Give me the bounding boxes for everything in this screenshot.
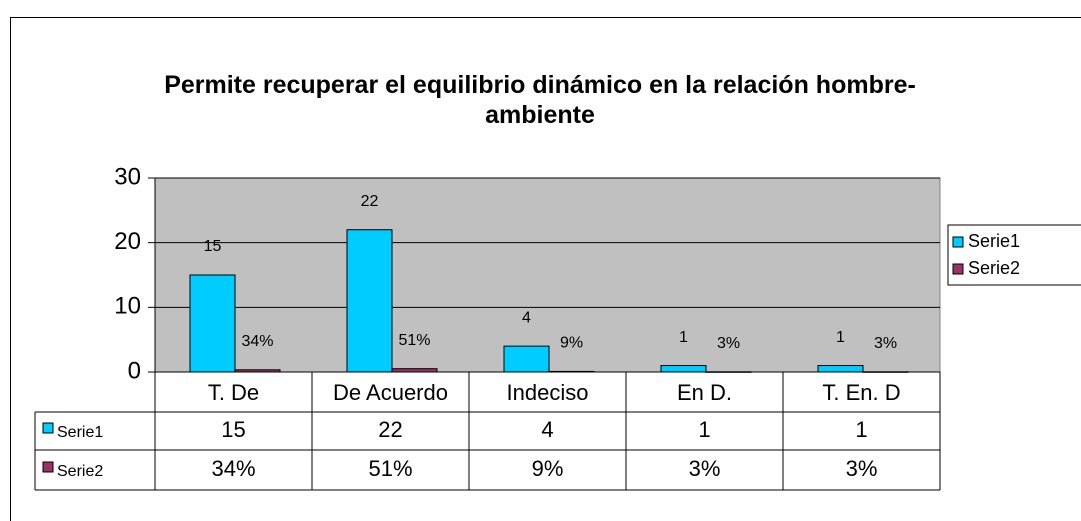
table-legend-key xyxy=(42,461,54,473)
table-series-name: Serie2 xyxy=(57,463,103,480)
table-cell: 1 xyxy=(698,417,710,442)
table-cell: 3% xyxy=(689,456,721,481)
table-cell: 9% xyxy=(532,456,564,481)
data-label: 4 xyxy=(522,309,531,326)
legend-label: Serie2 xyxy=(968,258,1020,278)
legend-label: Serie1 xyxy=(968,231,1020,251)
data-label: 3% xyxy=(717,335,740,352)
y-tick-label: 0 xyxy=(128,357,141,384)
x-tick-label: Indeciso xyxy=(507,380,589,405)
data-label: 1 xyxy=(836,329,845,346)
table-legend-key xyxy=(42,422,54,434)
table-series-name: Serie1 xyxy=(57,424,103,441)
data-label: 22 xyxy=(361,193,379,210)
x-tick-label: De Acuerdo xyxy=(333,380,448,405)
chart-title: Permite recuperar el equilibrio dinámico… xyxy=(164,71,916,129)
data-label: 3% xyxy=(874,335,897,352)
y-tick-label: 10 xyxy=(114,293,141,320)
y-tick-label: 30 xyxy=(114,163,141,190)
table-cell: 51% xyxy=(368,456,412,481)
data-label: 9% xyxy=(560,335,583,352)
bar xyxy=(503,345,550,373)
legend-key xyxy=(952,263,964,275)
table-cell: 4 xyxy=(541,417,553,442)
table-cell: 15 xyxy=(221,417,245,442)
data-label: 34% xyxy=(241,333,273,350)
x-tick-label: En D. xyxy=(677,380,732,405)
bar xyxy=(346,229,393,373)
legend-box xyxy=(947,224,1081,286)
data-label: 15 xyxy=(204,238,222,255)
bar xyxy=(817,365,864,373)
table-cell: 34% xyxy=(211,456,255,481)
y-tick-label: 20 xyxy=(114,228,141,255)
table-cell: 1 xyxy=(855,417,867,442)
x-tick-label: T. En. D xyxy=(822,380,900,405)
data-label: 51% xyxy=(398,332,430,349)
x-tick-label: T. De xyxy=(208,380,259,405)
plot-area xyxy=(154,177,941,373)
bar xyxy=(660,365,707,373)
legend-key xyxy=(952,236,964,248)
table-cell: 22 xyxy=(378,417,402,442)
table-cell: 3% xyxy=(846,456,878,481)
data-label: 1 xyxy=(679,329,688,346)
bar xyxy=(189,274,236,373)
